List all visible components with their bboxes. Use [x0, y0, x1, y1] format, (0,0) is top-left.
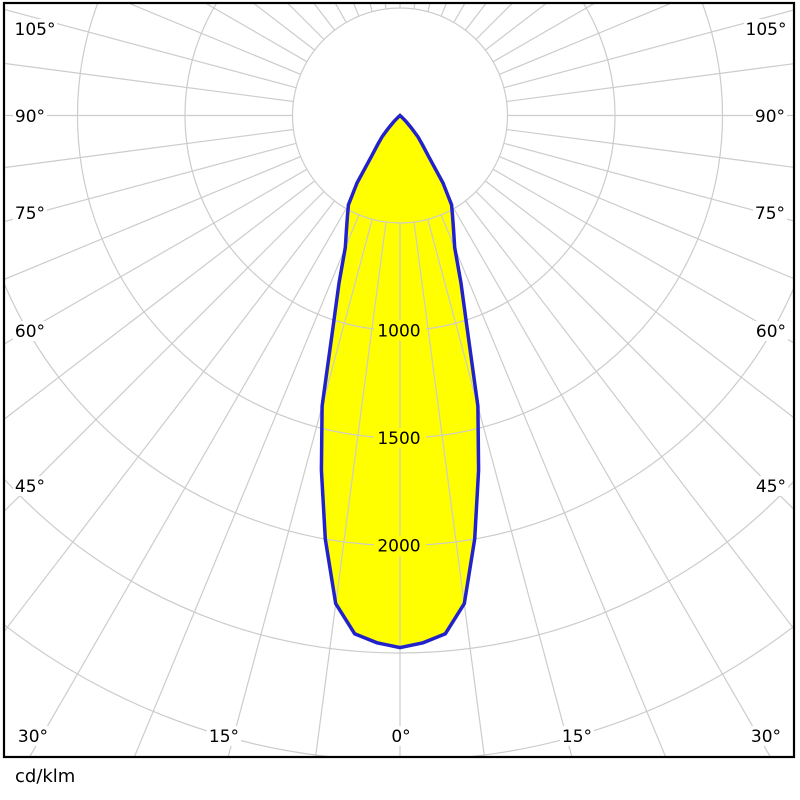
grid-radial-line: [5, 168, 308, 345]
angle-tick-label: 60°: [15, 322, 45, 342]
grid-radial-line: [506, 63, 793, 103]
angle-tick-label-bg: [560, 726, 594, 746]
grid-radial-line: [453, 208, 771, 756]
grid-radial-line: [499, 156, 793, 279]
grid-radial-line: [315, 222, 387, 756]
ring-value-label-bg: [374, 320, 426, 341]
grid-radial-line: [5, 128, 294, 169]
grid-radial-line: [5, 156, 301, 280]
ring-value-label: 1500: [377, 429, 420, 449]
angle-tick-label-bg: [753, 106, 787, 126]
angle-tick-label: 30°: [751, 727, 781, 747]
grid-radial-line: [5, 191, 325, 512]
ring-value-label: 2000: [377, 537, 420, 557]
angle-tick-label-bg: [754, 321, 788, 341]
angle-tick-label-bg: [13, 203, 47, 223]
beam-outline: [319, 113, 481, 650]
angle-tick-label: 45°: [15, 477, 45, 497]
grid-radial-line: [499, 4, 671, 75]
angle-tick-label-bg: [749, 726, 783, 746]
ring-value-label-bg: [374, 535, 426, 556]
ring-value-label-bg: [374, 428, 426, 448]
grid-radial-line: [440, 214, 666, 756]
grid-radial-line: [503, 142, 793, 222]
angle-tick-label: 60°: [756, 322, 786, 342]
angle-tick-label: 90°: [755, 107, 785, 127]
angle-tick-label: 30°: [18, 727, 48, 747]
grid-radial-line: [5, 62, 294, 103]
angle-tick-label: 75°: [15, 204, 45, 224]
angle-tick-label: 90°: [15, 107, 45, 127]
grid-radial-line: [129, 4, 301, 75]
angle-tick-label-bg: [754, 476, 788, 496]
grid-radial-line: [5, 180, 316, 420]
grid-radial-line: [506, 128, 793, 168]
angle-tick-label-bg: [16, 726, 50, 746]
angle-tick-label-bg: [207, 726, 241, 746]
grid-radial-line: [134, 214, 360, 756]
angle-tick-label: 15°: [209, 727, 239, 747]
grid-radial-line: [492, 168, 793, 344]
grid-radial-line: [503, 9, 793, 89]
angle-tick-label-bg: [389, 726, 413, 746]
angle-tick-label-bg: [753, 203, 787, 223]
angle-tick-label: 45°: [756, 477, 786, 497]
angle-tick-label: 105°: [15, 20, 56, 40]
angle-tick-label-bg: [744, 19, 788, 39]
grid-radial-line: [475, 191, 793, 510]
angle-tick-label-bg: [13, 321, 47, 341]
angle-tick-label: 105°: [746, 20, 787, 40]
grid-radial-line: [5, 9, 297, 89]
grid-radial-line: [5, 142, 297, 222]
grid-radial-line: [484, 180, 793, 418]
angle-tick-label: 75°: [755, 204, 785, 224]
angle-tick-label-bg: [13, 476, 47, 496]
grid-radial-line: [29, 208, 347, 756]
angle-tick-label: 0°: [391, 727, 410, 747]
angle-tick-label: 15°: [562, 727, 592, 747]
angle-tick-label-bg: [13, 19, 57, 39]
plot-border: [2, 1, 796, 759]
ring-value-label: 1000: [377, 322, 420, 342]
grid-radial-line: [5, 200, 336, 632]
grid-radial-line: [413, 222, 485, 756]
unit-label: cd/klm: [15, 766, 76, 787]
angle-tick-label-bg: [13, 106, 47, 126]
grid-radial-line: [464, 200, 793, 629]
